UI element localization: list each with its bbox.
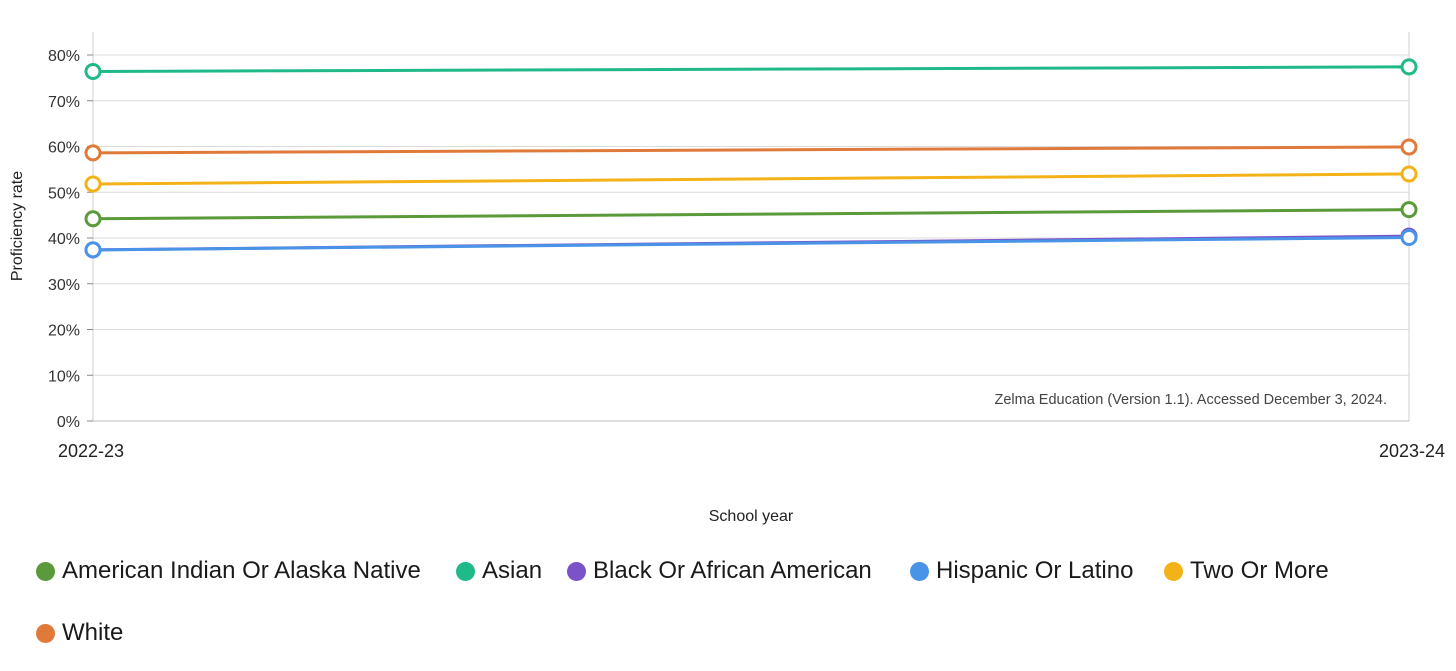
legend-swatch	[567, 561, 586, 581]
legend-item[interactable]: Asian	[456, 556, 542, 586]
legend-item[interactable]: White	[36, 618, 123, 648]
data-point[interactable]	[84, 175, 102, 193]
grid-lines	[92, 32, 1410, 422]
legend-label: White	[62, 619, 124, 646]
data-point[interactable]	[84, 210, 102, 228]
y-tick-label: 50%	[48, 185, 80, 202]
series-lines	[84, 58, 1418, 259]
x-axis-title: School year	[709, 508, 794, 525]
legend-item[interactable]: Two Or More	[1164, 556, 1329, 586]
data-point[interactable]	[84, 144, 102, 162]
legend-swatch	[36, 623, 55, 643]
y-tick-label: 60%	[48, 140, 80, 157]
legend-item[interactable]: American Indian Or Alaska Native	[36, 556, 421, 586]
y-tick-label: 20%	[48, 323, 80, 340]
legend-label: American Indian Or Alaska Native	[62, 557, 421, 584]
data-point[interactable]	[1400, 58, 1418, 76]
series-line	[92, 145, 1410, 155]
data-point[interactable]	[1400, 229, 1418, 247]
line-chart: 0% 10% 20% 30% 40% 50% 60% 70% 80% 2022-23 2023-24…	[9, 32, 1445, 525]
series-line	[92, 172, 1410, 186]
series-line	[92, 208, 1410, 221]
y-tick-label: 80%	[48, 48, 80, 65]
legend-label: Two Or More	[1190, 557, 1329, 584]
legend-item[interactable]: Black Or African American	[567, 556, 872, 586]
legend-swatch	[36, 561, 55, 581]
series-line	[92, 65, 1410, 73]
data-point[interactable]	[1400, 201, 1418, 219]
y-tick-label: 40%	[48, 231, 80, 248]
legend-swatch	[1164, 561, 1183, 581]
source-annotation: Zelma Education (Version 1.1). Accessed …	[994, 392, 1387, 408]
legend-swatch	[910, 561, 929, 581]
data-point[interactable]	[84, 62, 102, 80]
y-tick-label: 10%	[48, 368, 80, 385]
legend-swatch	[456, 561, 475, 581]
legend-label: Black Or African American	[593, 557, 872, 584]
series-line	[92, 236, 1410, 252]
data-point[interactable]	[1400, 138, 1418, 156]
legend-label: Hispanic Or Latino	[936, 557, 1134, 584]
x-tick-label: 2023-24	[1379, 441, 1445, 461]
y-axis-title: Proficiency rate	[9, 171, 26, 281]
y-tick-label: 70%	[48, 94, 80, 111]
x-tick-label: 2022-23	[58, 441, 124, 461]
legend-label: Asian	[482, 557, 543, 584]
y-tick-label: 0%	[57, 414, 80, 431]
data-point[interactable]	[84, 241, 102, 259]
data-point[interactable]	[1400, 165, 1418, 183]
legend-item[interactable]: Hispanic Or Latino	[910, 556, 1133, 586]
y-tick-label: 30%	[48, 277, 80, 294]
tick-labels: 0% 10% 20% 30% 40% 50% 60% 70% 80% 2022-23 2023-24	[48, 48, 1445, 461]
